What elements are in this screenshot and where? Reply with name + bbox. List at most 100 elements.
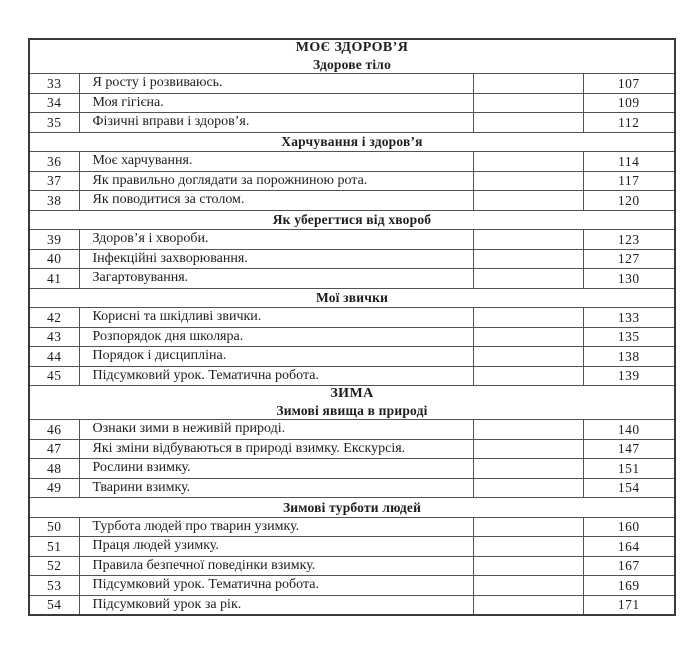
lesson-title-cell: Підсумковий урок за рік.	[78, 594, 474, 616]
lesson-number-cell: 33	[28, 73, 80, 94]
lesson-title-cell: Ознаки зими в неживій природі.	[78, 419, 474, 440]
blank-cell	[472, 326, 584, 347]
lesson-number-cell: 43	[28, 326, 80, 347]
toc-entry-row: 35 Фізичні вправи і здоров’я. 112	[28, 112, 676, 133]
page-number-cell: 114	[582, 151, 676, 172]
page-number-cell: 117	[582, 170, 676, 191]
blank-cell	[472, 594, 584, 616]
page-number-cell: 135	[582, 326, 676, 347]
lesson-number-cell: 39	[28, 229, 80, 250]
blank-cell	[472, 365, 584, 386]
toc-entry-row: 51 Праця людей узимку. 164	[28, 536, 676, 557]
lesson-title-cell: Фізичні вправи і здоров’я.	[78, 112, 474, 133]
section-subtitle: Здорове тіло	[312, 57, 392, 73]
page-number-cell: 123	[582, 229, 676, 250]
lesson-number-cell: 53	[28, 575, 80, 596]
page-number-cell: 171	[582, 594, 676, 616]
toc-entry-row: 34 Моя гігієна. 109	[28, 92, 676, 113]
toc-entry-row: 42 Корисні та шкідливі звички. 133	[28, 307, 676, 328]
toc-entry-row: 36 Моє харчування. 114	[28, 151, 676, 172]
page-number-cell: 120	[582, 190, 676, 211]
blank-cell	[472, 229, 584, 250]
section-title: Мої звички	[315, 290, 389, 305]
lesson-title-cell: Інфекційні захворювання.	[78, 248, 474, 269]
toc-entry-row: 45 Підсумковий урок. Тематична робота. 139	[28, 365, 676, 386]
table-of-contents: МОЄ ЗДОРОВ’Я Здорове тіло 33 Я росту і розв…	[28, 38, 676, 616]
lesson-number-cell: 47	[28, 438, 80, 459]
lesson-title-cell: Порядок і дисципліна.	[78, 346, 474, 367]
page-number-cell: 127	[582, 248, 676, 269]
section-header-row: ЗИМА Зимові явища в природі	[28, 385, 676, 420]
lesson-number-cell: 46	[28, 419, 80, 440]
toc-entry-row: 53 Підсумковий урок. Тематична робота. 169	[28, 575, 676, 596]
toc-entry-row: 50 Турбота людей про тварин узимку. 160	[28, 516, 676, 537]
lesson-number-cell: 49	[28, 477, 80, 498]
blank-cell	[472, 419, 584, 440]
lesson-number-cell: 40	[28, 248, 80, 269]
lesson-title-cell: Підсумковий урок. Тематична робота.	[78, 575, 474, 596]
page-number-cell: 167	[582, 555, 676, 576]
lesson-title-cell: Загартовування.	[78, 268, 474, 289]
toc-entry-row: 54 Підсумковий урок за рік. 171	[28, 594, 676, 616]
lesson-title-cell: Тварини взимку.	[78, 477, 474, 498]
toc-entry-row: 47 Які зміни відбуваються в природі взимк…	[28, 438, 676, 459]
page-number-cell: 140	[582, 419, 676, 440]
section-header-row: Мої звички	[28, 287, 676, 308]
toc-entry-row: 40 Інфекційні захворювання. 127	[28, 248, 676, 269]
blank-cell	[472, 248, 584, 269]
toc-entry-row: 38 Як поводитися за столом. 120	[28, 190, 676, 211]
blank-cell	[472, 73, 584, 94]
lesson-title-cell: Корисні та шкідливі звички.	[78, 307, 474, 328]
blank-cell	[472, 477, 584, 498]
lesson-title-cell: Які зміни відбуваються в природі взимку.…	[78, 438, 474, 459]
section-header-row: МОЄ ЗДОРОВ’Я Здорове тіло	[28, 38, 676, 74]
lesson-number-cell: 41	[28, 268, 80, 289]
lesson-title-cell: Турбота людей про тварин узимку.	[78, 516, 474, 537]
section-header-cell: Як уберегтися від хвороб	[28, 209, 676, 230]
blank-cell	[472, 190, 584, 211]
blank-cell	[472, 268, 584, 289]
lesson-number-cell: 44	[28, 346, 80, 367]
page-number-cell: 147	[582, 438, 676, 459]
section-title: Харчування і здоров’я	[281, 134, 423, 149]
lesson-number-cell: 37	[28, 170, 80, 191]
section-title: Зимові турботи людей	[282, 499, 422, 515]
toc-entry-row: 39 Здоров’я і хвороби. 123	[28, 229, 676, 250]
section-header-row: Харчування і здоров’я	[28, 131, 676, 152]
section-title: МОЄ ЗДОРОВ’Я	[295, 40, 409, 56]
lesson-title-cell: Моя гігієна.	[78, 92, 474, 113]
section-header-cell: ЗИМА Зимові явища в природі	[28, 385, 676, 420]
section-header-row: Як уберегтися від хвороб	[28, 209, 676, 230]
page-number-cell: 160	[582, 516, 676, 537]
lesson-title-cell: Підсумковий урок. Тематична робота.	[78, 365, 474, 386]
lesson-number-cell: 38	[28, 190, 80, 211]
lesson-title-cell: Правила безпечної поведінки взимку.	[78, 555, 474, 576]
lesson-number-cell: 34	[28, 92, 80, 113]
blank-cell	[472, 438, 584, 459]
section-header-cell: Зимові турботи людей	[28, 497, 676, 518]
lesson-title-cell: Здоров’я і хвороби.	[78, 229, 474, 250]
lesson-title-cell: Праця людей узимку.	[78, 536, 474, 557]
lesson-title-cell: Рослини взимку.	[78, 458, 474, 479]
lesson-number-cell: 48	[28, 458, 80, 479]
lesson-number-cell: 42	[28, 307, 80, 328]
blank-cell	[472, 536, 584, 557]
toc-entry-row: 52 Правила безпечної поведінки взимку. 167	[28, 555, 676, 576]
lesson-title-cell: Моє харчування.	[78, 151, 474, 172]
page-number-cell: 109	[582, 92, 676, 113]
toc-entry-row: 37 Як правильно доглядати за порожниною р…	[28, 170, 676, 191]
page-number-cell: 169	[582, 575, 676, 596]
section-subtitle: Зимові явища в природі	[276, 403, 428, 419]
blank-cell	[472, 458, 584, 479]
blank-cell	[472, 575, 584, 596]
blank-cell	[472, 112, 584, 133]
page-number-cell: 112	[582, 112, 676, 133]
blank-cell	[472, 516, 584, 537]
page-number-cell: 133	[582, 307, 676, 328]
section-header-cell: Харчування і здоров’я	[28, 131, 676, 152]
page-number-cell: 130	[582, 268, 676, 289]
section-title: Як уберегтися від хвороб	[272, 212, 432, 227]
lesson-title-cell: Я росту і розвиваюсь.	[78, 73, 474, 94]
page-number-cell: 164	[582, 536, 676, 557]
lesson-title-cell: Як правильно доглядати за порожниною рот…	[78, 170, 474, 191]
